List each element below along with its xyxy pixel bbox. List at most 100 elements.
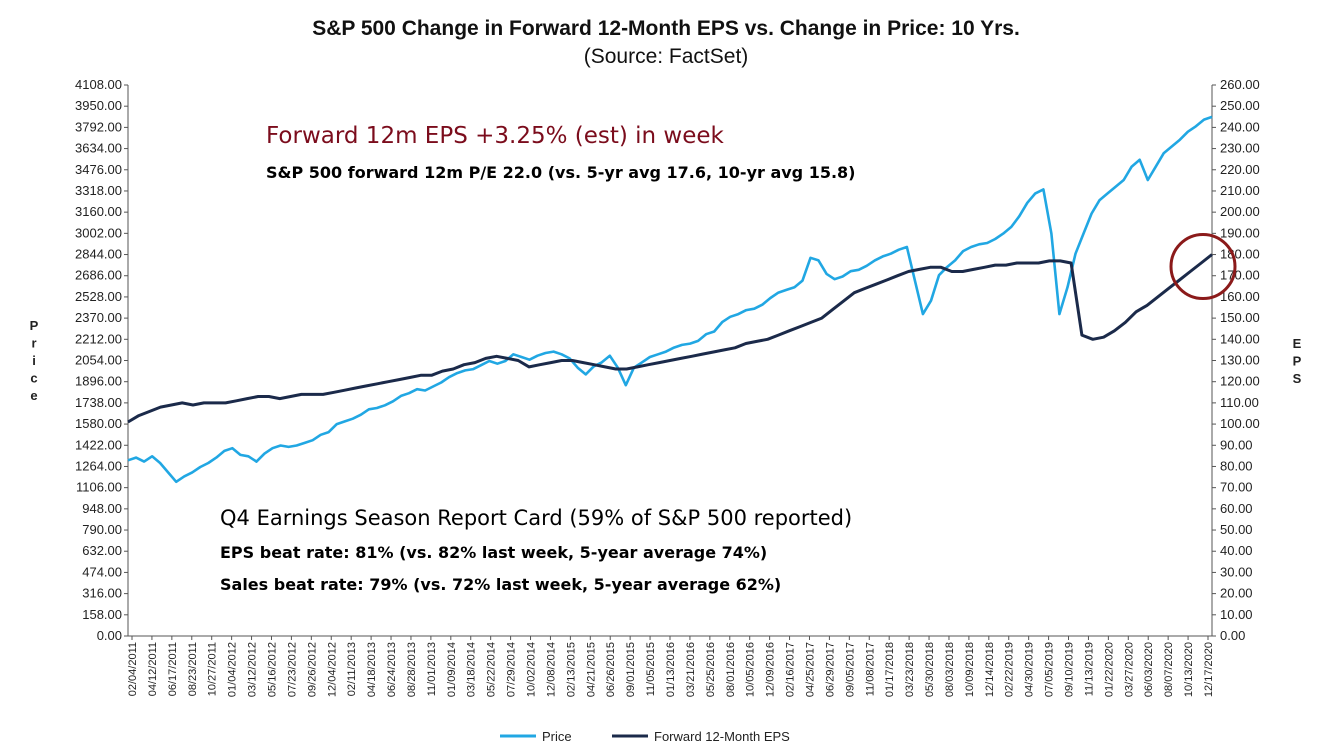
- left-axis-label-letter: r: [31, 336, 36, 351]
- left-tick-label: 3002.00: [75, 225, 122, 240]
- right-axis-label-letter: S: [1293, 371, 1302, 386]
- left-axis-label-letter: e: [30, 388, 37, 403]
- right-axis-ticks: 0.00 10.00 20.00 30.00 40.00 50.00 60.00 70.00 8…: [1212, 77, 1260, 643]
- right-tick-label: 60.00: [1220, 501, 1253, 516]
- x-tick-label: 10/05/2016: [745, 642, 757, 697]
- right-tick-label: 240.00: [1220, 119, 1260, 134]
- left-tick-label: 3950.00: [75, 98, 122, 113]
- x-tick-label: 03/18/2014: [466, 642, 478, 697]
- x-tick-label: 11/01/2013: [426, 642, 438, 696]
- x-tick-label: 04/18/2013: [366, 642, 378, 697]
- left-axis-ticks: 0.00 158.00 316.00 474.00 632.00 790.00 948.00…: [75, 77, 128, 643]
- x-tick-label: 09/26/2012: [306, 642, 318, 697]
- right-tick-label: 170.00: [1220, 268, 1260, 283]
- x-tick-label: 03/21/2016: [685, 642, 697, 697]
- left-axis-label: Price: [30, 318, 39, 403]
- x-tick-label: 01/09/2014: [446, 642, 458, 697]
- x-tick-label: 01/22/2020: [1103, 642, 1115, 697]
- annotation-report-card-title: Q4 Earnings Season Report Card (59% of S…: [220, 506, 852, 530]
- left-tick-label: 790.00: [82, 522, 122, 537]
- right-tick-label: 220.00: [1220, 162, 1260, 177]
- right-tick-label: 250.00: [1220, 98, 1260, 113]
- chart-title: S&P 500 Change in Forward 12-Month EPS v…: [312, 17, 1020, 40]
- left-tick-label: 4108.00: [75, 77, 122, 92]
- right-tick-label: 150.00: [1220, 310, 1260, 325]
- x-tick-label: 06/26/2015: [605, 642, 617, 697]
- x-tick-label: 09/05/2017: [844, 642, 856, 697]
- left-tick-label: 2528.00: [75, 289, 122, 304]
- annotation-eps-beat: EPS beat rate: 81% (vs. 82% last week, 5…: [220, 543, 767, 562]
- x-tick-label: 11/05/2015: [645, 642, 657, 696]
- x-tick-label: 04/12/2011: [147, 642, 159, 696]
- x-tick-label: 01/17/2018: [884, 642, 896, 697]
- left-tick-label: 632.00: [82, 543, 122, 558]
- x-tick-label: 05/22/2014: [486, 642, 498, 697]
- right-tick-label: 90.00: [1220, 437, 1253, 452]
- series-line-price: [127, 115, 1213, 484]
- x-tick-label: 10/13/2020: [1183, 642, 1195, 697]
- x-tick-label: 12/17/2020: [1203, 642, 1215, 697]
- right-tick-label: 20.00: [1220, 586, 1253, 601]
- right-tick-label: 140.00: [1220, 331, 1260, 346]
- x-axis-ticks: 02/04/2011 04/12/2011 06/17/2011 08/23/2011…: [127, 636, 1215, 697]
- annotation-sales-beat: Sales beat rate: 79% (vs. 72% last week,…: [220, 575, 781, 594]
- x-tick-label: 01/13/2016: [665, 642, 677, 697]
- left-tick-label: 1422.00: [75, 437, 122, 452]
- x-tick-label: 08/03/2018: [944, 642, 956, 697]
- right-tick-label: 100.00: [1220, 416, 1260, 431]
- right-tick-label: 130.00: [1220, 353, 1260, 368]
- x-tick-label: 10/02/2014: [526, 642, 538, 697]
- right-axis-label-letter: E: [1293, 336, 1302, 351]
- left-tick-label: 1896.00: [75, 374, 122, 389]
- right-tick-label: 230.00: [1220, 141, 1260, 156]
- left-tick-label: 3634.00: [75, 141, 122, 156]
- right-tick-label: 10.00: [1220, 607, 1253, 622]
- left-tick-label: 1264.00: [75, 458, 122, 473]
- right-tick-label: 110.00: [1220, 395, 1259, 410]
- left-tick-label: 3160.00: [75, 204, 122, 219]
- x-tick-label: 10/27/2011: [207, 642, 219, 696]
- series-line-eps: [127, 253, 1213, 424]
- x-tick-label: 06/03/2020: [1143, 642, 1155, 697]
- annotation-pe-line: S&P 500 forward 12m P/E 22.0 (vs. 5-yr a…: [266, 163, 856, 182]
- left-tick-label: 2844.00: [75, 247, 122, 262]
- x-tick-label: 08/07/2020: [1163, 642, 1175, 697]
- right-tick-label: 200.00: [1220, 204, 1260, 219]
- x-tick-label: 05/16/2012: [266, 642, 278, 697]
- x-tick-label: 10/09/2018: [964, 642, 976, 697]
- left-tick-label: 158.00: [82, 607, 122, 622]
- x-tick-label: 12/04/2012: [326, 642, 338, 697]
- x-tick-label: 07/29/2014: [506, 642, 518, 697]
- legend-label-eps: Forward 12-Month EPS: [654, 729, 790, 744]
- x-tick-label: 06/24/2013: [386, 642, 398, 697]
- x-tick-label: 05/30/2018: [924, 642, 936, 697]
- left-tick-label: 474.00: [82, 564, 122, 579]
- left-tick-label: 1580.00: [75, 416, 122, 431]
- right-tick-label: 210.00: [1220, 183, 1260, 198]
- left-tick-label: 0.00: [97, 628, 122, 643]
- right-tick-label: 190.00: [1220, 225, 1260, 240]
- legend: Price Forward 12-Month EPS: [500, 729, 790, 744]
- left-tick-label: 3318.00: [75, 183, 122, 198]
- x-tick-label: 11/08/2017: [864, 642, 876, 696]
- left-axis-label-letter: c: [30, 371, 37, 386]
- left-tick-label: 1106.00: [76, 480, 122, 495]
- x-tick-label: 02/13/2015: [565, 642, 577, 697]
- right-tick-label: 80.00: [1220, 458, 1253, 473]
- left-tick-label: 1738.00: [75, 395, 122, 410]
- x-tick-label: 09/01/2015: [625, 642, 637, 697]
- left-tick-label: 948.00: [82, 501, 122, 516]
- right-tick-label: 180.00: [1220, 247, 1260, 262]
- right-axis-label-letter: P: [1293, 354, 1302, 369]
- x-tick-label: 08/23/2011: [187, 642, 199, 696]
- right-tick-label: 50.00: [1220, 522, 1253, 537]
- right-tick-label: 120.00: [1220, 374, 1260, 389]
- left-tick-label: 2370.00: [75, 310, 122, 325]
- x-tick-label: 11/13/2019: [1083, 642, 1095, 696]
- latest-eps-highlight-circle: [1169, 233, 1237, 300]
- chart-subtitle: (Source: FactSet): [584, 45, 749, 68]
- right-tick-label: 0.00: [1220, 628, 1245, 643]
- x-tick-label: 06/17/2011: [167, 642, 179, 696]
- left-axis-label-letter: i: [32, 353, 36, 368]
